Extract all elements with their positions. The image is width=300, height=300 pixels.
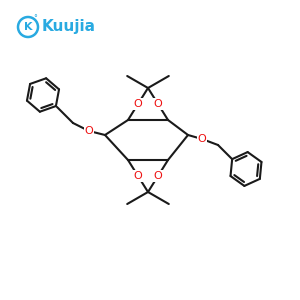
- Text: O: O: [154, 99, 162, 109]
- Text: Kuujia: Kuujia: [42, 20, 96, 34]
- Text: O: O: [134, 171, 142, 181]
- Text: K: K: [24, 22, 32, 32]
- Text: °: °: [33, 14, 37, 23]
- Text: O: O: [198, 134, 206, 144]
- Text: O: O: [134, 99, 142, 109]
- Text: O: O: [85, 126, 93, 136]
- Text: O: O: [154, 171, 162, 181]
